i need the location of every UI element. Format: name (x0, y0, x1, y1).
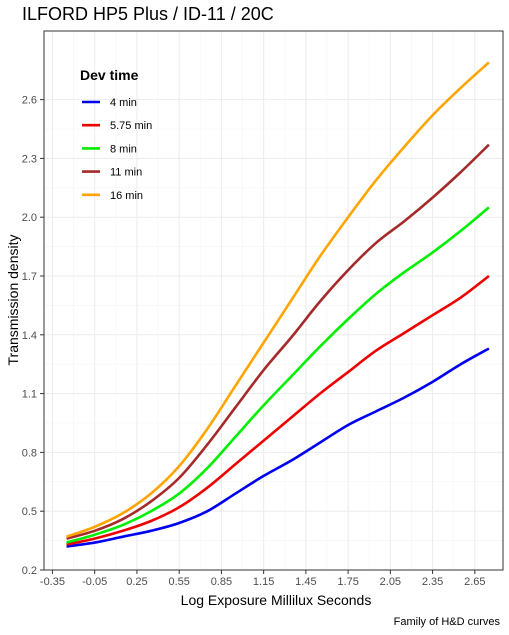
y-tick-label: 1.4 (22, 330, 37, 342)
x-tick-label: 0.25 (126, 576, 147, 588)
y-tick-label: 2.0 (22, 212, 37, 224)
y-tick-label: 1.7 (22, 271, 37, 283)
x-tick-label: 2.65 (464, 576, 485, 588)
legend-label: 16 min (110, 190, 143, 202)
legend-title: Dev time (80, 67, 139, 83)
series-line-1 (66, 347, 490, 548)
y-tick-label: 0.8 (22, 447, 37, 459)
axis-ticks: -0.35 -0.05 0.25 0.55 0.85 1.15 1.45 1.75 2.05 2.… (22, 95, 486, 588)
y-axis-title: Transmission density (5, 235, 21, 366)
x-tick-label: 1.75 (337, 576, 358, 588)
y-tick-label: 2.6 (22, 95, 37, 107)
x-tick-label: 1.15 (253, 576, 274, 588)
y-tick-label: 2.3 (22, 153, 37, 165)
series-line-5 (66, 61, 490, 538)
x-tick-label: 2.35 (422, 576, 443, 588)
chart-caption: Family of H&D curves (394, 616, 501, 628)
legend: Dev time 4 min 5.75 min 8 min 11 min 16 min (80, 67, 152, 202)
x-tick-label: 0.85 (211, 576, 232, 588)
plot-panel (43, 30, 504, 571)
grid (44, 31, 503, 571)
series-line-4 (66, 143, 490, 540)
y-tick-label: 0.5 (22, 506, 37, 518)
series-line-2 (66, 274, 490, 546)
y-tick-label: 0.2 (22, 565, 37, 577)
legend-label: 5.75 min (110, 120, 152, 132)
legend-label: 8 min (110, 143, 137, 155)
x-axis-title: Log Exposure Millilux Seconds (181, 592, 372, 608)
x-tick-label: 2.05 (380, 576, 401, 588)
x-tick-label: 1.45 (295, 576, 316, 588)
x-tick-label: 0.55 (168, 576, 189, 588)
legend-label: 11 min (110, 167, 142, 179)
series-layer (66, 61, 490, 548)
x-tick-label: -0.05 (82, 576, 107, 588)
y-tick-label: 1.1 (22, 389, 37, 401)
x-tick-label: -0.35 (40, 576, 65, 588)
series-line-3 (66, 206, 490, 544)
legend-label: 4 min (110, 97, 137, 109)
chart-title: ILFORD HP5 Plus / ID-11 / 20C (22, 4, 274, 24)
